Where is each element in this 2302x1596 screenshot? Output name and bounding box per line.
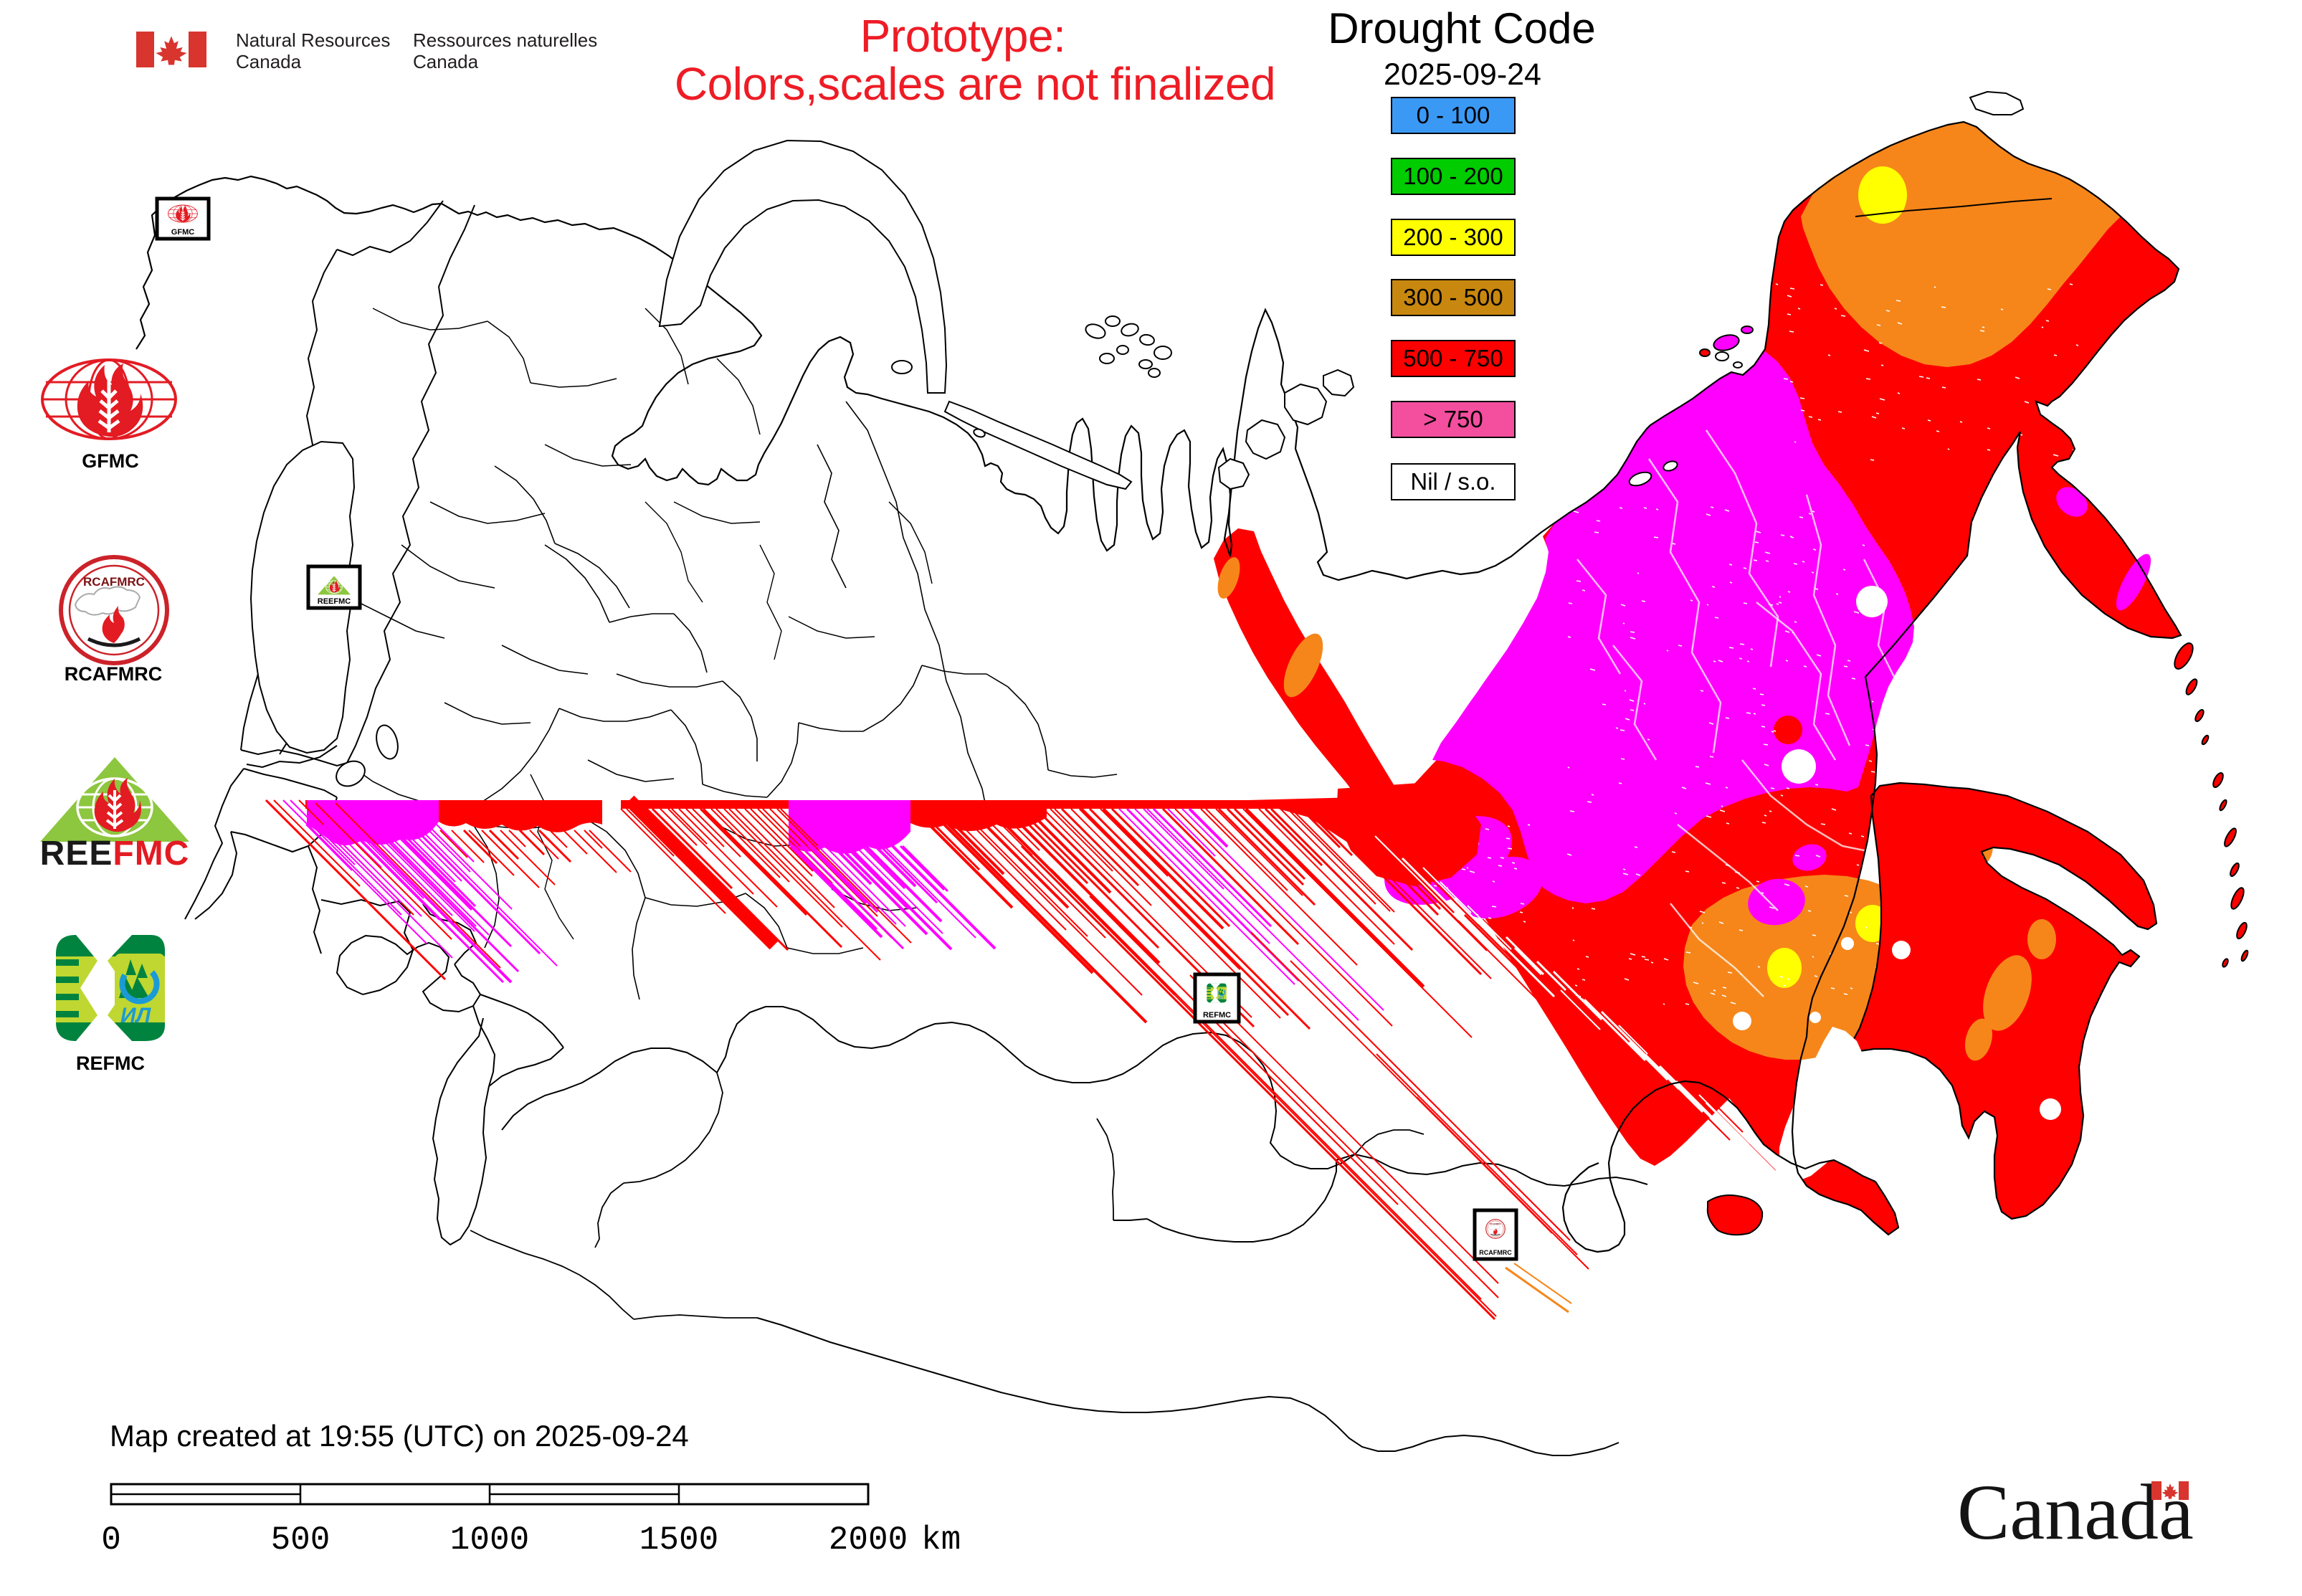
svg-text:2000: 2000 [829, 1521, 908, 1559]
svg-text:REFMC: REFMC [1203, 1011, 1231, 1020]
svg-text:0: 0 [101, 1521, 121, 1559]
svg-text:km: km [921, 1521, 961, 1559]
svg-text:500: 500 [271, 1521, 330, 1559]
svg-text:RCAFMRC: RCAFMRC [83, 575, 145, 589]
svg-text:ИЛ: ИЛ [120, 1004, 152, 1027]
svg-text:RCAFMRC: RCAFMRC [1479, 1249, 1512, 1256]
svg-text:RCAFMRC: RCAFMRC [1490, 1222, 1501, 1225]
svg-text:1500: 1500 [639, 1521, 718, 1559]
svg-text:GFMC: GFMC [171, 228, 194, 237]
svg-text:REEFMC: REEFMC [40, 835, 190, 873]
svg-text:ИЛ: ИЛ [1219, 997, 1224, 1001]
svg-text:REEFMC: REEFMC [318, 597, 351, 606]
svg-text:1000: 1000 [450, 1521, 529, 1559]
